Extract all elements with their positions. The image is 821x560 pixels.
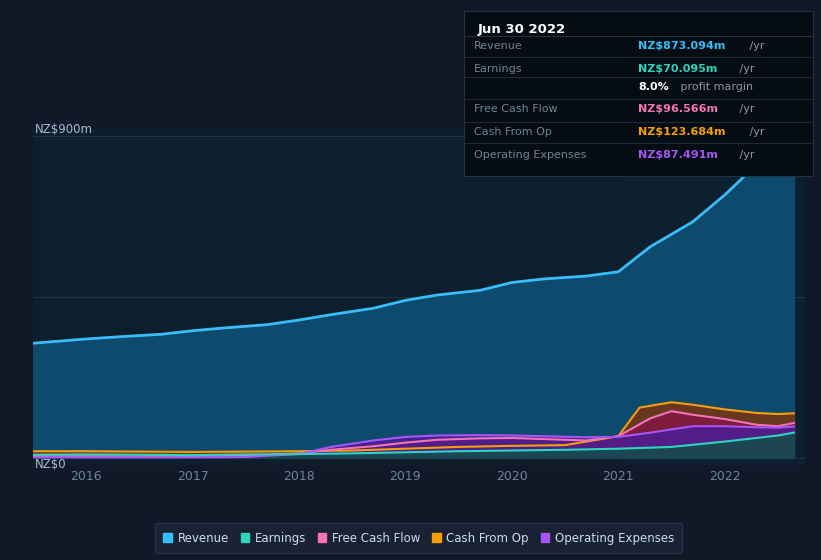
Text: NZ$0: NZ$0 [35, 458, 67, 470]
Text: /yr: /yr [745, 41, 764, 51]
Text: /yr: /yr [736, 64, 754, 74]
Text: Free Cash Flow: Free Cash Flow [475, 104, 558, 114]
Text: /yr: /yr [736, 104, 754, 114]
Text: Revenue: Revenue [475, 41, 523, 51]
Text: 8.0%: 8.0% [639, 82, 669, 92]
Text: Cash From Op: Cash From Op [475, 127, 553, 137]
Text: NZ$123.684m: NZ$123.684m [639, 127, 726, 137]
Text: Jun 30 2022: Jun 30 2022 [478, 23, 566, 36]
Text: profit margin: profit margin [677, 82, 754, 92]
Text: Earnings: Earnings [475, 64, 523, 74]
Text: NZ$87.491m: NZ$87.491m [639, 150, 718, 160]
Legend: Revenue, Earnings, Free Cash Flow, Cash From Op, Operating Expenses: Revenue, Earnings, Free Cash Flow, Cash … [155, 524, 682, 553]
Text: /yr: /yr [745, 127, 764, 137]
Text: NZ$70.095m: NZ$70.095m [639, 64, 718, 74]
Text: NZ$900m: NZ$900m [35, 123, 93, 136]
Text: NZ$96.566m: NZ$96.566m [639, 104, 718, 114]
Text: /yr: /yr [736, 150, 754, 160]
Text: NZ$873.094m: NZ$873.094m [639, 41, 726, 51]
Text: Operating Expenses: Operating Expenses [475, 150, 587, 160]
Bar [624, 129, 805, 465]
